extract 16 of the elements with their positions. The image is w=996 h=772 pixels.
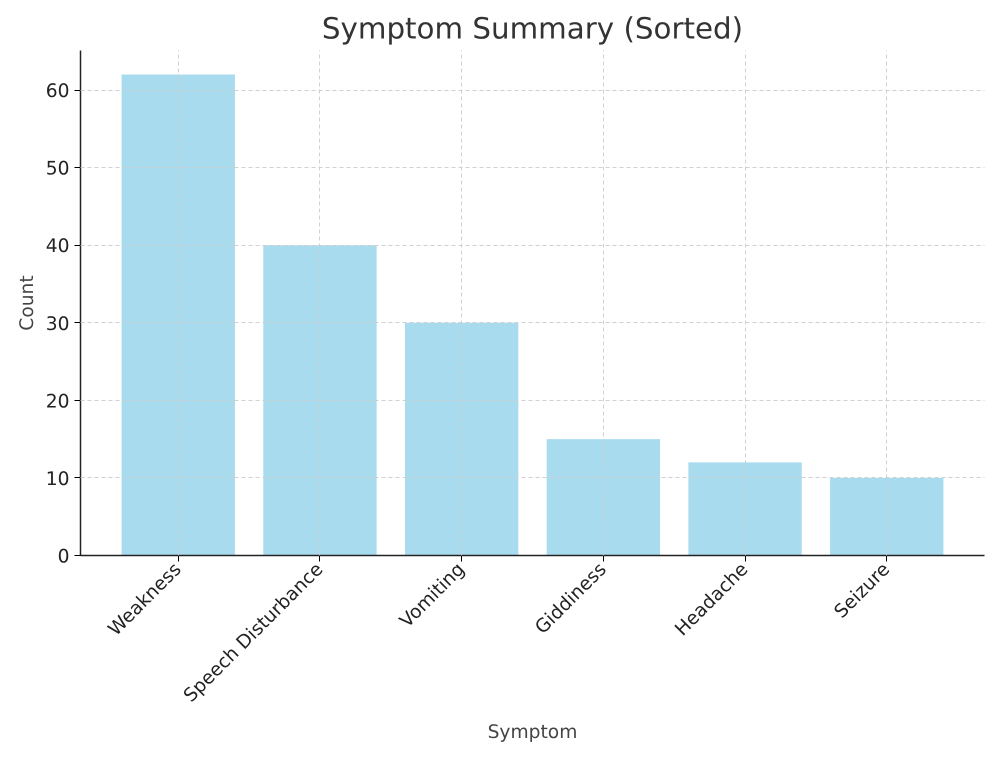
y-tick-label: 0 xyxy=(58,546,70,568)
bar xyxy=(830,478,944,556)
y-tick-label: 50 xyxy=(46,158,70,180)
y-tick-label: 20 xyxy=(46,391,70,412)
bar xyxy=(546,439,660,556)
y-axis-title: Count xyxy=(16,275,38,331)
chart-title: Symptom Summary (Sorted) xyxy=(322,12,744,46)
bar xyxy=(404,322,518,556)
y-tick-label: 40 xyxy=(46,236,70,258)
y-tick-label: 60 xyxy=(46,81,70,102)
y-tick-label: 30 xyxy=(46,314,70,335)
bar xyxy=(263,245,377,556)
x-axis-title: Symptom xyxy=(488,722,578,743)
bar xyxy=(688,462,802,556)
y-tick-label: 10 xyxy=(46,468,70,490)
bar xyxy=(122,74,235,556)
